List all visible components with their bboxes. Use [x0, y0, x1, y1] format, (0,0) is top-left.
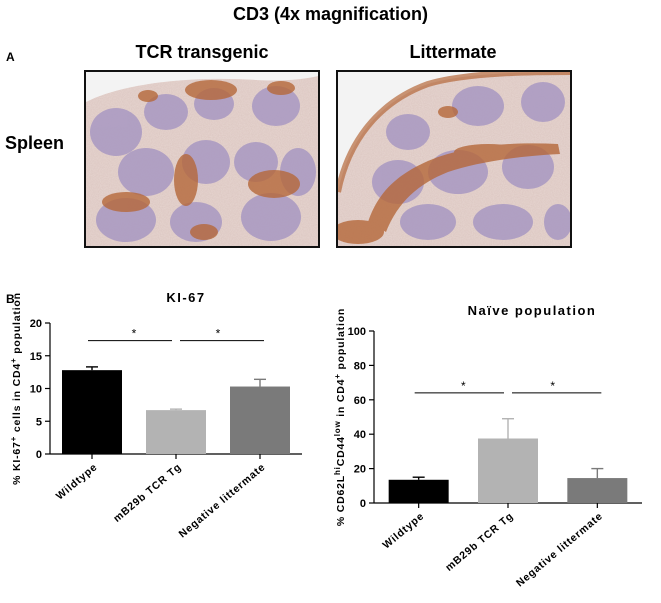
panel-a-label: A [6, 50, 15, 64]
y-tick-label: 100 [348, 326, 366, 338]
chart-title: KI-67 [166, 290, 205, 305]
significance-star: * [550, 379, 555, 393]
y-tick-label: 15 [30, 351, 42, 363]
bar-2 [230, 386, 290, 454]
y-tick-label: 60 [354, 395, 366, 407]
column-header-littermate: Littermate [409, 42, 497, 62]
y-axis-label-part: CD44 [335, 436, 347, 466]
row-label-spleen: Spleen [5, 133, 65, 153]
y-axis-label: % KI-67+ cells in CD4+ population [9, 292, 24, 485]
figure-title: CD3 (4x magnification) [232, 4, 429, 24]
chart-title: Naïve population [468, 303, 597, 318]
bar-2 [567, 478, 628, 503]
y-tick-label: 80 [354, 360, 366, 372]
y-tick-label: 0 [360, 498, 366, 510]
y-tick-label: 20 [354, 464, 366, 476]
y-tick-label: 10 [30, 384, 42, 396]
y-axis-label-part: + [9, 358, 18, 363]
panel-b-label: B [6, 292, 15, 306]
y-tick-label: 5 [36, 416, 42, 428]
y-tick-label: 20 [30, 318, 42, 330]
y-axis-label-part: population [335, 308, 347, 373]
y-tick-label: 0 [36, 449, 42, 461]
y-axis-label-part: in CD4 [335, 379, 347, 421]
y-axis-label-part: cells in CD4 [11, 363, 23, 436]
significance-star: * [461, 379, 466, 393]
significance-star: * [132, 327, 137, 341]
y-axis-label: % CD62LhiCD44low in CD4+ population [333, 308, 348, 526]
bar-0 [388, 479, 449, 503]
bar-0 [62, 370, 122, 454]
column-header-tcr-transgenic: TCR transgenic [135, 42, 269, 62]
y-axis-label-part: population [11, 292, 23, 357]
y-axis-label-part: % KI-67 [11, 441, 23, 485]
x-tick-label: mB29b TCR Tg [111, 461, 184, 525]
y-tick-label: 40 [354, 429, 366, 441]
y-axis-label-part: + [9, 436, 18, 441]
y-axis-label-part: hi [333, 466, 342, 475]
ki67-bar-chart: KI-67% KI-67+ cells in CD4+ population05… [9, 290, 302, 540]
bar-1 [478, 438, 538, 503]
micrograph-littermate-spleen [336, 70, 572, 248]
y-axis-label-part: low [333, 421, 342, 437]
bar-1 [146, 410, 206, 454]
x-tick-label: Wildtype [381, 510, 427, 551]
x-tick-label: Negative littermate [514, 510, 605, 589]
y-axis-label-part: % CD62L [335, 475, 347, 526]
significance-star: * [216, 327, 221, 341]
x-tick-label: Negative littermate [177, 461, 268, 540]
x-tick-label: Wildtype [54, 461, 100, 502]
micrograph-tcr-transgenic-spleen [84, 70, 320, 248]
naive-population-bar-chart: Naïve population % CD62LhiCD44low in CD4+… [333, 303, 642, 589]
y-axis-label-part: + [333, 373, 342, 378]
x-tick-label: mB29b TCR Tg [443, 510, 516, 574]
